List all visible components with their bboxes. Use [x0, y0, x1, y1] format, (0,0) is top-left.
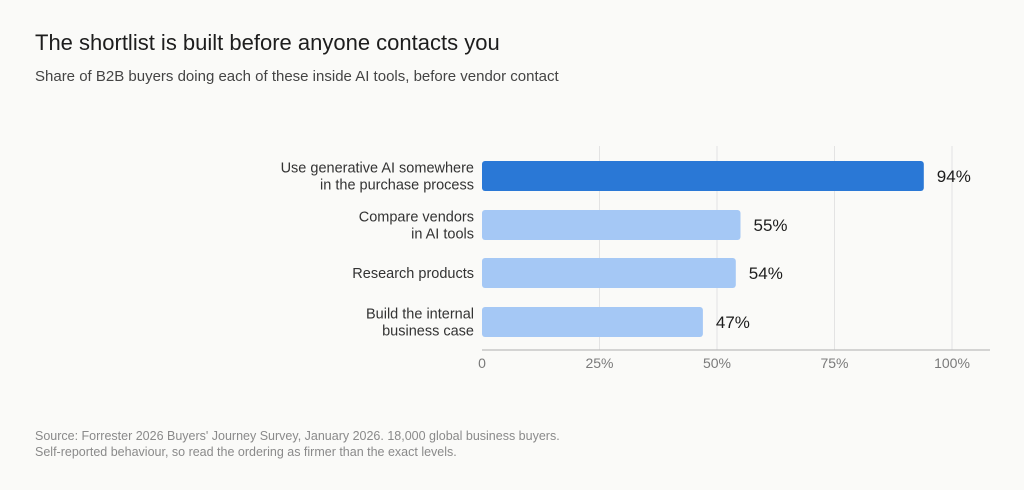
category-label: Use generative AI somewhere	[281, 161, 474, 177]
category-label: Build the internal	[366, 307, 474, 323]
x-tick-label: 100%	[934, 355, 970, 371]
source-line: Self-reported behaviour, so read the ord…	[35, 445, 457, 459]
bar	[482, 258, 736, 288]
source-note: Source: Forrester 2026 Buyers' Journey S…	[35, 428, 560, 460]
bar	[482, 210, 741, 240]
x-tick-label: 25%	[585, 355, 613, 371]
x-tick-labels: 0 25% 50% 75% 100%	[478, 355, 970, 371]
value-labels: 94% 55% 54% 47%	[716, 167, 971, 332]
value-label: 54%	[749, 264, 783, 283]
value-label: 94%	[937, 167, 971, 186]
x-tick-label: 75%	[820, 355, 848, 371]
source-line: Source: Forrester 2026 Buyers' Journey S…	[35, 429, 560, 443]
category-label: Research products	[352, 266, 474, 282]
category-label: in AI tools	[411, 227, 474, 243]
chart-subtitle: Share of B2B buyers doing each of these …	[35, 68, 559, 85]
category-label: Compare vendors	[359, 210, 474, 226]
bar	[482, 307, 703, 337]
bars	[482, 161, 924, 337]
x-tick-label: 0	[478, 355, 486, 371]
value-label: 47%	[716, 313, 750, 332]
category-label: business case	[382, 324, 474, 340]
chart-title: The shortlist is built before anyone con…	[35, 30, 500, 55]
value-label: 55%	[754, 216, 788, 235]
category-label: in the purchase process	[320, 178, 474, 194]
bar	[482, 161, 924, 191]
x-tick-label: 50%	[703, 355, 731, 371]
